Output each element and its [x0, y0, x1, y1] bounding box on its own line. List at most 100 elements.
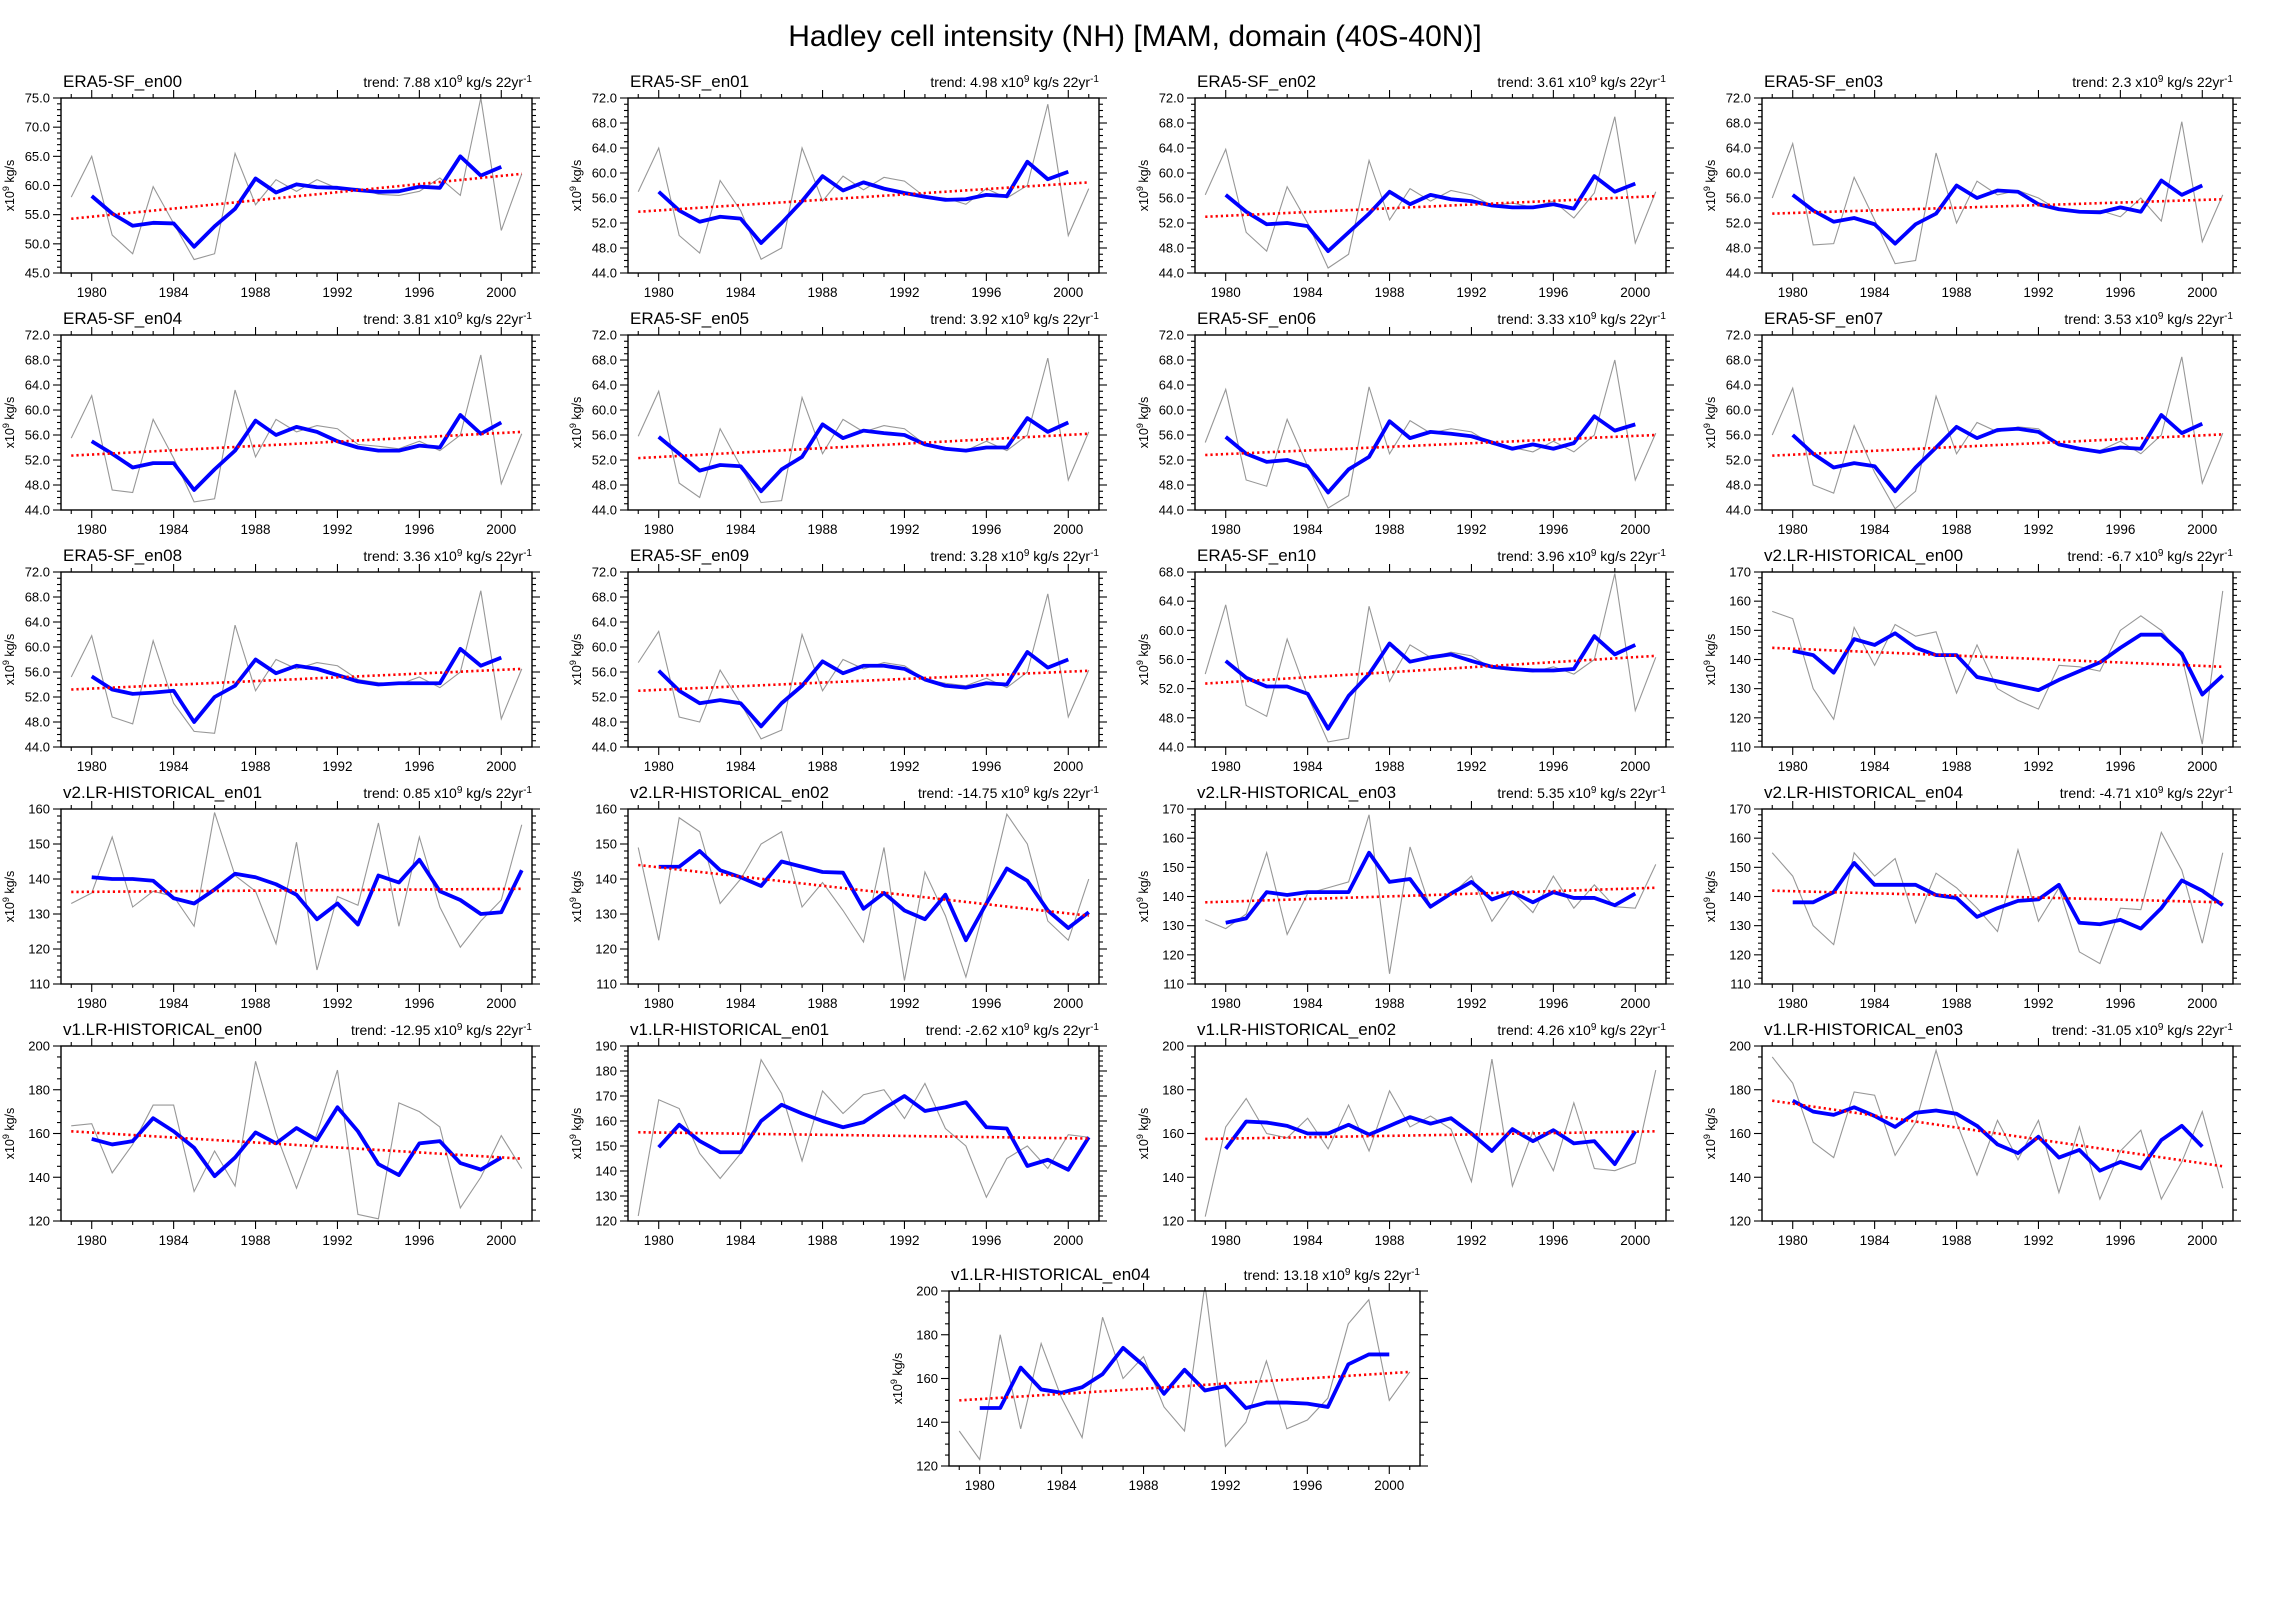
- series-group: [1204, 1059, 1657, 1217]
- x-tick-label: 2000: [1620, 996, 1650, 1011]
- x-axis-labels: 1980 1984 1988 1992 1996 2000: [1211, 285, 1651, 300]
- y-tick-label: 130: [1162, 918, 1184, 933]
- chart-title: ERA5-SF_en07: [1764, 309, 1883, 328]
- y-tick-label: 55.0: [25, 207, 50, 222]
- y-tick-label: 44.0: [592, 740, 617, 755]
- series-group: [1204, 359, 1657, 509]
- x-tick-label: 2000: [2187, 285, 2217, 300]
- annual-series: [1771, 356, 2224, 510]
- trend-label: trend: 5.35 x109 kg/s 22yr-1: [1497, 785, 1666, 801]
- y-axis-labels: 110 120 130 140 150 160: [28, 802, 50, 992]
- x-axis-labels: 1980 1984 1988 1992 1996 2000: [965, 1478, 1405, 1493]
- chart-title: v1.LR-HISTORICAL_en00: [63, 1020, 262, 1039]
- y-tick-label: 68.0: [592, 353, 617, 368]
- x-tick-label: 1992: [2023, 522, 2053, 537]
- smoothed-series: [1792, 631, 2225, 697]
- annual-series: [637, 593, 1090, 740]
- x-tick-label: 1980: [77, 996, 107, 1011]
- axis-ticks: [53, 327, 540, 518]
- x-tick-label: 1988: [1375, 1233, 1405, 1248]
- annual-series: [1204, 359, 1657, 509]
- y-tick-label: 72.0: [1159, 328, 1184, 343]
- chart-canvas: v2.LR-HISTORICAL_en03 trend: 5.35 x109 kg…: [1135, 783, 1674, 1011]
- plot-frame: [1761, 1045, 2234, 1222]
- y-tick-label: 56.0: [25, 428, 50, 443]
- y-axis-labels: 44.0 48.0 52.0 56.0 60.0 64.0 68.0 72.0: [592, 328, 617, 518]
- y-tick-label: 180: [916, 1327, 938, 1342]
- x-tick-label: 1984: [1860, 996, 1891, 1011]
- x-tick-label: 1980: [77, 759, 107, 774]
- x-tick-label: 1988: [241, 1233, 271, 1248]
- x-tick-label: 1980: [77, 1233, 107, 1248]
- trend-line: [1772, 646, 2223, 669]
- x-tick-label: 1988: [1942, 1233, 1972, 1248]
- x-tick-label: 2000: [486, 759, 516, 774]
- series-group: [637, 812, 1090, 981]
- axis-ticks: [620, 801, 1107, 992]
- annual-series: [637, 1058, 1089, 1217]
- y-tick-label: 68.0: [1159, 116, 1184, 131]
- chart-title: ERA5-SF_en05: [630, 309, 749, 328]
- axis-ticks: [1187, 90, 1674, 281]
- chart-canvas: v1.LR-HISTORICAL_en01 trend: -2.62 x109 k…: [568, 1020, 1107, 1248]
- smoothed-series: [979, 1345, 1390, 1410]
- series-group: [1205, 814, 1657, 974]
- x-tick-label: 2000: [1053, 759, 1083, 774]
- x-tick-label: 1996: [971, 759, 1001, 774]
- smoothed-series: [1224, 414, 1636, 495]
- x-tick-label: 1984: [1293, 1233, 1324, 1248]
- x-tick-label: 1984: [1293, 996, 1324, 1011]
- y-tick-label: 170: [1729, 802, 1751, 817]
- chart-canvas: v2.LR-HISTORICAL_en04 trend: -4.71 x109 k…: [1702, 783, 2241, 1011]
- y-tick-label: 52.0: [1159, 216, 1184, 231]
- y-tick-label: 150: [28, 837, 50, 852]
- x-tick-label: 1996: [1538, 759, 1568, 774]
- x-tick-label: 1980: [1211, 996, 1241, 1011]
- series-group: [637, 357, 1090, 504]
- x-tick-label: 1980: [1778, 759, 1808, 774]
- y-tick-label: 160: [1729, 831, 1751, 846]
- y-axis-labels: 120 140 160 180 200: [916, 1284, 938, 1474]
- trend-label: trend: -2.62 x109 kg/s 22yr-1: [926, 1022, 1100, 1038]
- y-tick-label: 110: [1730, 977, 1751, 992]
- axis-ticks: [53, 90, 540, 281]
- y-tick-label: 160: [1729, 594, 1751, 609]
- x-tick-label: 1980: [644, 996, 674, 1011]
- y-tick-label: 44.0: [1726, 266, 1751, 281]
- y-axis-title: x109 kg/s: [1135, 1108, 1151, 1160]
- y-tick-label: 120: [1729, 947, 1751, 962]
- smoothed-series: [1791, 178, 2204, 246]
- x-tick-label: 1988: [1129, 1478, 1159, 1493]
- trend-line: [1205, 433, 1656, 457]
- x-tick-label: 2000: [486, 522, 516, 537]
- series-group: [637, 104, 1090, 261]
- page-title: Hadley cell intensity (NH) [MAM, domain …: [788, 20, 1482, 53]
- trend-label: trend: 13.18 x109 kg/s 22yr-1: [1244, 1267, 1421, 1283]
- y-axis-title: x109 kg/s: [1135, 160, 1151, 212]
- y-tick-label: 60.0: [25, 178, 50, 193]
- trend-line: [1772, 1099, 2223, 1168]
- y-tick-label: 64.0: [1159, 141, 1184, 156]
- trend-line: [1205, 886, 1656, 904]
- x-tick-label: 1996: [1292, 1478, 1322, 1493]
- axis-ticks: [620, 90, 1107, 281]
- x-tick-label: 1992: [889, 285, 919, 300]
- chart-title: v2.LR-HISTORICAL_en03: [1197, 783, 1396, 802]
- x-tick-label: 1992: [1456, 759, 1486, 774]
- y-tick-label: 68.0: [25, 353, 50, 368]
- x-tick-label: 1992: [889, 522, 919, 537]
- axis-ticks: [1187, 564, 1674, 755]
- x-tick-label: 1988: [241, 522, 271, 537]
- plot-frame: [627, 808, 1100, 985]
- x-tick-label: 1992: [2023, 996, 2053, 1011]
- x-axis-labels: 1980 1984 1988 1992 1996 2000: [1778, 996, 2218, 1011]
- trend-line: [71, 172, 522, 221]
- axis-ticks: [1754, 1038, 2241, 1229]
- x-axis-labels: 1980 1984 1988 1992 1996 2000: [644, 1233, 1084, 1248]
- y-tick-label: 44.0: [1159, 740, 1184, 755]
- figure: Hadley cell intensity (NH) [MAM, domain …: [1, 20, 2241, 1493]
- y-tick-label: 140: [1162, 1170, 1184, 1185]
- chart-title: v1.LR-HISTORICAL_en03: [1764, 1020, 1963, 1039]
- trend-line: [1205, 194, 1656, 219]
- chart-title: ERA5-SF_en00: [63, 72, 182, 91]
